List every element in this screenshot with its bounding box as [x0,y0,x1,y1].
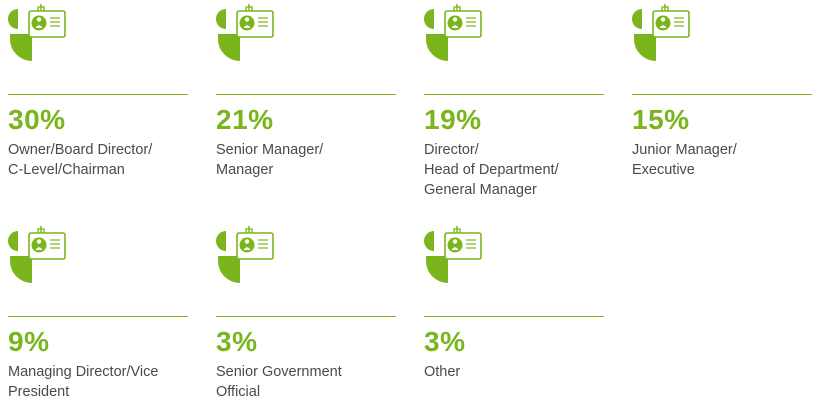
divider [216,316,396,317]
stat-label-line: Director/ [424,142,479,158]
stat-label: Managing Director/Vice President [8,362,190,402]
person-with-id-badge-icon [216,4,274,61]
divider [8,94,188,95]
stat-percent: 3% [216,326,258,357]
stat-percent: 30% [8,104,66,135]
stat-label-line: President [8,384,70,400]
stat-percent: 9% [8,326,50,357]
stat-label-line: General Manager [424,182,537,198]
divider [216,94,396,95]
stat-label: Owner/Board Director/ C-Level/Chairman [8,140,190,180]
stat-label-line: Senior Government [216,364,342,380]
stat-label: Other [424,362,606,382]
stat-percent: 21% [216,104,274,135]
person-with-id-badge-icon [216,226,274,283]
stat-label: Director/ Head of Department/ General Ma… [424,140,606,200]
person-with-id-badge-icon [8,226,66,283]
stat-label-line: Head of Department/ [424,162,559,178]
stat-label-line: Manager [216,162,274,178]
stat-label-line: Owner/Board Director/ [8,142,153,158]
divider [632,94,812,95]
person-with-id-badge-icon [632,4,690,61]
stat-label-line: Managing Director/Vice [8,364,159,380]
stat-label: Senior Government Official [216,362,398,402]
person-with-id-badge-icon [424,4,482,61]
stat-label-line: Executive [632,162,695,178]
divider [424,94,604,95]
divider [424,316,604,317]
divider [8,316,188,317]
stat-label-line: Official [216,384,261,400]
stat-percent: 3% [424,326,466,357]
stat-label-line: C-Level/Chairman [8,162,125,178]
person-with-id-badge-icon [8,4,66,61]
person-with-id-badge-icon [424,226,482,283]
stat-label-line: Senior Manager/ [216,142,324,158]
stat-label: Senior Manager/ Manager [216,140,398,180]
stat-label-line: Junior Manager/ [632,142,737,158]
stat-label-line: Other [424,364,461,380]
stat-percent: 15% [632,104,690,135]
stat-label: Junior Manager/ Executive [632,140,814,180]
stat-percent: 19% [424,104,482,135]
